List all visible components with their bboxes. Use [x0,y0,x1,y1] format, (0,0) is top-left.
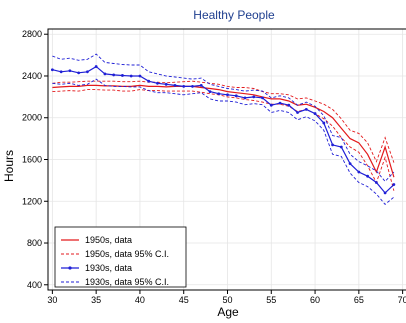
series-point [287,103,291,107]
series-line-0 [52,84,395,178]
series-point [322,121,326,125]
series-point [252,95,256,99]
x-tick-label: 55 [266,295,276,305]
x-tick-label: 40 [135,295,145,305]
series-point [383,191,387,195]
series-point [50,68,54,72]
legend-box [54,226,187,288]
series-point [68,69,72,73]
series-point [243,96,247,100]
series-point [366,174,369,178]
series-point [304,107,308,111]
y-axis-title: Hours [2,150,16,182]
series-point [147,79,151,83]
series-point [156,81,159,85]
series-point [226,93,229,97]
x-tick-label: 65 [354,295,364,305]
y-tick-label: 1600 [22,155,42,165]
series-point [296,111,299,114]
series-point [164,82,168,86]
y-tick-label: 1200 [22,196,42,206]
series-point [59,70,63,74]
y-tick-label: 800 [27,238,42,248]
series-point [217,92,221,96]
series-point [357,170,361,174]
series-point [94,65,98,68]
series-point [348,162,352,166]
series-line-3 [52,65,395,194]
legend-entry: 1930s, data [85,263,132,273]
series-layer [50,53,396,206]
series-point [234,94,238,98]
series-point [191,85,194,88]
series-point [374,181,378,184]
legend-entry: 1950s, data [85,235,132,245]
grid-layer [48,29,406,290]
series-point [129,74,133,78]
x-tick-label: 30 [47,295,57,305]
ticks-layer: 400 800 1200 1600 2000 2400 2800 30 35 40 45 50 55 60… [22,29,406,305]
y-tick-label: 2000 [22,113,42,123]
x-tick-label: 60 [310,295,320,305]
series-point [182,85,186,88]
series-point [138,74,142,78]
series-point [278,101,282,105]
x-axis-title: Age [217,305,239,319]
series-line-2 [52,89,395,191]
series-point [261,96,264,100]
y-tick-label: 2800 [22,29,42,39]
legend-marker [68,266,72,270]
series-point [86,70,89,74]
series-point [208,90,212,94]
series-point [173,83,177,87]
y-tick-label: 2400 [22,71,42,81]
x-tick-label: 35 [91,295,101,305]
chart-title: Healthy People [193,8,275,22]
series-point [313,112,317,115]
series-point [392,183,396,186]
series-line-1 [52,80,395,163]
x-tick-label: 50 [222,295,232,305]
series-line-4 [52,53,395,183]
series-point [77,71,81,75]
series-point [112,73,116,77]
legend-entry: 1950s, data 95% C.I. [85,249,169,259]
series-point [269,103,273,107]
series-point [199,83,203,87]
y-tick-label: 400 [27,280,42,290]
series-line-5 [52,78,395,206]
series-point [339,145,343,149]
x-tick-label: 45 [179,295,189,305]
x-tick-label: 70 [398,295,406,305]
series-point [103,72,107,76]
legend-entry: 1930s, data 95% C.I. [85,277,169,287]
series-point [121,74,124,77]
legend: 1950s, data 1950s, data 95% C.I. 1930s, da… [54,226,187,288]
series-point [331,143,334,147]
